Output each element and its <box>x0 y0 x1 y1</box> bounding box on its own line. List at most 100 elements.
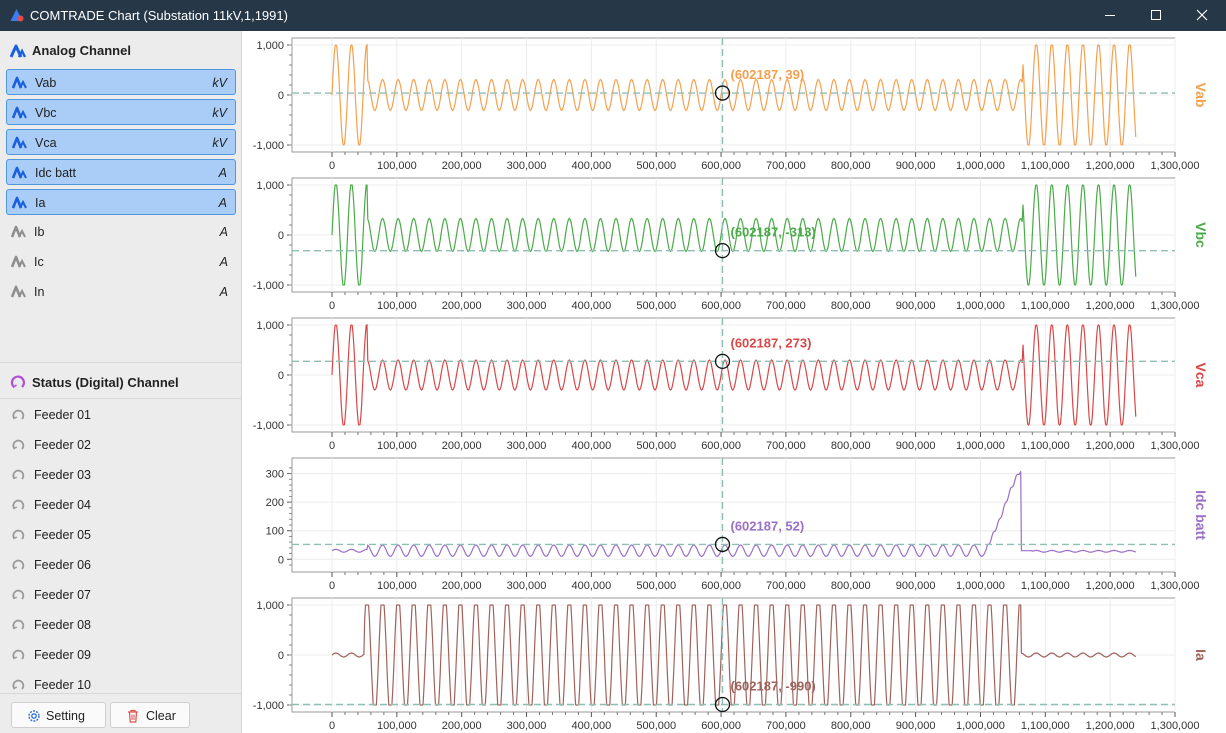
series-name-label: Vbc <box>1193 222 1209 248</box>
analog-channel-item[interactable]: In A <box>6 279 236 305</box>
x-tick-label: 800,000 <box>831 300 871 312</box>
gear-icon <box>28 710 40 722</box>
x-tick-label: 1,200,000 <box>1086 160 1135 172</box>
y-tick-label: 300 <box>266 469 284 481</box>
digital-channel-item[interactable]: Feeder 04 <box>6 492 236 518</box>
channel-wave-icon <box>12 76 27 89</box>
y-tick-label: 1,000 <box>256 180 284 192</box>
cursor-marker[interactable] <box>714 242 731 259</box>
x-tick-label: 1,200,000 <box>1086 300 1135 312</box>
analog-channel-item[interactable]: Vab kV <box>6 69 236 95</box>
y-tick-label: 1,000 <box>256 600 284 612</box>
clear-button[interactable]: Clear <box>110 702 190 728</box>
digital-channel-item[interactable]: Feeder 02 <box>6 432 236 458</box>
x-tick-label: 100,000 <box>377 300 417 312</box>
y-tick-label: 0 <box>278 90 284 102</box>
x-tick-label: 1,300,000 <box>1151 720 1200 732</box>
analog-channel-item[interactable]: Ia A <box>6 189 236 215</box>
y-tick-label: 0 <box>278 554 284 566</box>
channel-label: Feeder 09 <box>34 648 91 662</box>
charts-area: 0 100,000 200,000 300,000 400,000 500,000 600,… <box>253 37 1209 732</box>
x-tick-label: 1,000,000 <box>956 160 1005 172</box>
x-tick-label: 100,000 <box>377 440 417 452</box>
channel-label: Feeder 06 <box>34 558 91 572</box>
section-divider <box>0 398 241 399</box>
maximize-button[interactable] <box>1133 0 1179 31</box>
minimize-button[interactable] <box>1087 0 1133 31</box>
x-tick-label: 1,200,000 <box>1086 720 1135 732</box>
x-tick-label: 900,000 <box>896 580 936 592</box>
digital-channel-item[interactable]: Feeder 08 <box>6 612 236 638</box>
cursor-marker[interactable] <box>714 536 731 553</box>
x-tick-label: 0 <box>329 580 335 592</box>
x-tick-label: 500,000 <box>636 300 676 312</box>
x-tick-label: 600,000 <box>701 580 741 592</box>
cursor-marker[interactable] <box>714 85 731 101</box>
analog-channel-item[interactable]: Ic A <box>6 249 236 275</box>
section-divider <box>0 362 241 363</box>
channel-wave-icon <box>11 285 26 298</box>
channel-label: Feeder 03 <box>34 468 91 482</box>
minimize-icon <box>1105 15 1115 16</box>
x-tick-label: 1,300,000 <box>1151 580 1200 592</box>
analog-channel-item[interactable]: Ib A <box>6 219 236 245</box>
y-tick-label: -1,000 <box>253 280 284 292</box>
status-off-icon <box>12 589 25 600</box>
y-tick-label: 200 <box>266 497 284 509</box>
analog-channel-item[interactable]: Vca kV <box>6 129 236 155</box>
analog-channel-item[interactable]: Idc batt A <box>6 159 236 185</box>
x-tick-label: 200,000 <box>442 160 482 172</box>
status-off-icon <box>12 499 25 510</box>
digital-channel-icon <box>10 375 25 389</box>
channel-wave-icon <box>12 136 27 149</box>
cursor-value-label: (602187, -990) <box>730 679 815 694</box>
analog-channel-item[interactable]: Vbc kV <box>6 99 236 125</box>
channel-unit: A <box>219 285 228 299</box>
plot-frame <box>291 457 1176 573</box>
channel-unit: A <box>218 166 227 180</box>
channel-unit: A <box>219 255 228 269</box>
x-tick-label: 600,000 <box>701 160 741 172</box>
y-tick-label: 0 <box>278 650 284 662</box>
close-button[interactable] <box>1179 0 1225 31</box>
digital-channel-item[interactable]: Feeder 01 <box>6 402 236 428</box>
cursor-marker[interactable] <box>714 353 731 370</box>
x-tick-label: 600,000 <box>701 720 741 732</box>
series-name-label: Idc batt <box>1193 490 1209 540</box>
x-tick-label: 500,000 <box>636 720 676 732</box>
channel-unit: kV <box>212 136 227 150</box>
channel-label: Feeder 10 <box>34 678 91 692</box>
maximize-icon <box>1151 10 1161 20</box>
setting-button[interactable]: Setting <box>11 702 106 728</box>
x-tick-label: 1,100,000 <box>1021 160 1070 172</box>
chart-panel-ia[interactable]: 0 100,000 200,000 300,000 400,000 500,000 600,… <box>253 597 1209 732</box>
chart-panel-vbc[interactable]: 0 100,000 200,000 300,000 400,000 500,000 600,… <box>253 177 1209 312</box>
x-tick-label: 0 <box>329 720 335 732</box>
digital-channel-item[interactable]: Feeder 05 <box>6 522 236 548</box>
channel-label: Feeder 02 <box>34 438 91 452</box>
x-tick-label: 300,000 <box>507 300 547 312</box>
status-off-icon <box>12 439 25 450</box>
y-tick-label: -1,000 <box>253 700 284 712</box>
x-tick-label: 1,200,000 <box>1086 440 1135 452</box>
digital-channel-item[interactable]: Feeder 09 <box>6 642 236 668</box>
digital-channel-item[interactable]: Feeder 10 <box>6 672 236 698</box>
x-tick-label: 700,000 <box>766 720 806 732</box>
digital-channel-item[interactable]: Feeder 03 <box>6 462 236 488</box>
x-tick-label: 400,000 <box>572 580 612 592</box>
chart-panel-vab[interactable]: 0 100,000 200,000 300,000 400,000 500,000 600,… <box>253 37 1209 172</box>
cursor-marker[interactable] <box>714 696 731 713</box>
x-tick-label: 300,000 <box>507 580 547 592</box>
x-tick-label: 300,000 <box>507 160 547 172</box>
chart-panel-idc-batt[interactable]: 0 100,000 200,000 300,000 400,000 500,000 600,… <box>266 457 1209 592</box>
digital-channel-item[interactable]: Feeder 06 <box>6 552 236 578</box>
chart-panel-vca[interactable]: 0 100,000 200,000 300,000 400,000 500,000 600,… <box>253 317 1209 452</box>
x-tick-label: 400,000 <box>572 440 612 452</box>
x-tick-label: 1,100,000 <box>1021 720 1070 732</box>
channel-unit: kV <box>212 106 227 120</box>
y-tick-label: -1,000 <box>253 140 284 152</box>
digital-channel-item[interactable]: Feeder 07 <box>6 582 236 608</box>
status-off-icon <box>12 649 25 660</box>
x-tick-label: 100,000 <box>377 160 417 172</box>
title-bar: COMTRADE Chart (Substation 11kV,1,1991) <box>0 0 1226 31</box>
